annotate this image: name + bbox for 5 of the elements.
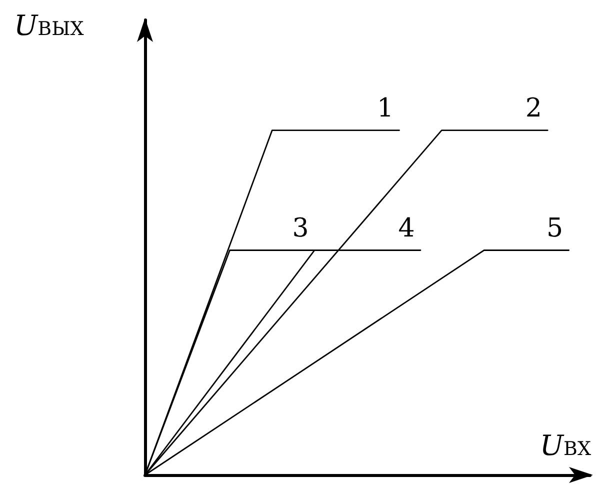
series-label: 3 (292, 213, 309, 244)
series-label: 2 (525, 93, 542, 124)
series-label: 1 (377, 93, 394, 124)
series-label: 4 (398, 213, 415, 244)
series-label: 5 (546, 213, 564, 244)
